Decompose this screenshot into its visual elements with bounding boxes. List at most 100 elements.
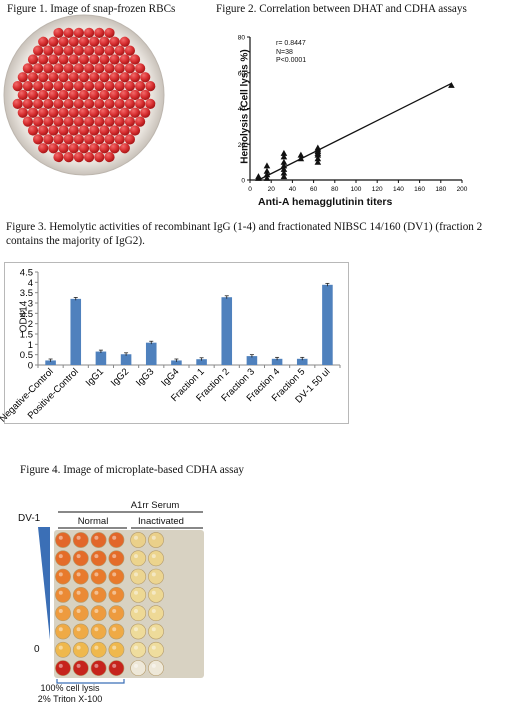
plate-well (55, 587, 71, 603)
rbc-bead (63, 98, 74, 109)
rbc-bead (33, 45, 44, 56)
plate-well-highlight (94, 572, 99, 577)
rbc-bead (99, 54, 110, 65)
plate-well (90, 587, 107, 603)
rbc-bead (63, 45, 74, 56)
rbc-bead (17, 72, 28, 83)
fig2-x-tick-label: 100 (351, 186, 362, 193)
fig2-data-point (297, 151, 305, 158)
plate-well (130, 568, 147, 585)
plate-well-highlight (58, 535, 63, 540)
rbc-bead (124, 98, 135, 109)
rbc-bead (27, 54, 39, 65)
plate-well-highlight (134, 554, 138, 559)
plate-well (148, 587, 164, 603)
plate-well (108, 550, 125, 567)
fig3-y-tick-label: 2.5 (20, 309, 33, 320)
rbc-bead (53, 27, 64, 38)
fig2-data-point (263, 162, 271, 169)
fig2-data-point (263, 167, 271, 174)
fig2-x-tick-label: 80 (331, 186, 339, 193)
rbc-bead (73, 27, 84, 38)
rbc-bead (124, 45, 135, 56)
rbc-bead (129, 107, 141, 118)
rbc-bead (99, 89, 110, 101)
rbc-bead (89, 72, 100, 83)
fig2-data-point (280, 158, 288, 165)
rbc-bead (135, 116, 146, 127)
fig4-lysis-label-2: 2% Triton X-100 (37, 694, 103, 704)
rbc-bead (124, 81, 135, 92)
plate-well-highlight (76, 627, 81, 632)
rbc-bead (68, 54, 79, 65)
plate-well-highlight (58, 590, 63, 595)
fig3-y-tick-label: 0 (28, 361, 33, 372)
rbc-bead (129, 72, 141, 83)
fig3-bar (45, 360, 56, 365)
rbc-bead (135, 63, 146, 74)
fig2-xlabel: Anti-A hemagglutinin titers (258, 196, 393, 208)
rbc-bead (129, 54, 141, 65)
rbc-bead (145, 81, 156, 92)
fig2-x-tick-label: 120 (372, 186, 383, 193)
rbc-bead (48, 143, 59, 154)
plate-well-highlight (58, 572, 63, 577)
rbc-bead (114, 81, 125, 92)
plate-well-highlight (76, 645, 81, 650)
rbc-bead (22, 116, 33, 127)
fig4-normal-label: Normal (77, 516, 109, 527)
rbc-bead (84, 152, 95, 163)
rbc-bead (43, 63, 54, 74)
fig3-chart-frame (4, 262, 349, 424)
rbc-bead (63, 81, 74, 92)
plate-well (55, 532, 71, 548)
plate-well (90, 532, 107, 548)
fig2-x-tick-label: 60 (310, 186, 318, 193)
rbc-bead (53, 63, 64, 74)
plate-well (130, 550, 147, 567)
rbc-bead (22, 63, 33, 74)
rbc-bead (58, 72, 69, 83)
rbc-bead (84, 116, 95, 127)
plate-well (90, 623, 107, 640)
fig3-y-tick-label: 0.5 (20, 350, 33, 361)
fig3-bar (95, 351, 107, 365)
rbc-bead (58, 125, 69, 136)
rbc-bead (68, 36, 79, 47)
rbc-bead (78, 125, 90, 136)
plate-well-highlight (76, 609, 81, 613)
rbc-bead (109, 89, 120, 101)
fig3-bar (196, 359, 207, 365)
rbc-bead (68, 72, 79, 83)
rbc-bead (109, 72, 120, 83)
plate-well (108, 587, 125, 603)
rbc-bead (78, 89, 90, 101)
fig4-dv1-label: DV-1 (18, 513, 41, 524)
fig2-data-point (280, 173, 288, 180)
rbc-bead (89, 36, 100, 47)
rbc-bead (114, 45, 125, 56)
rbc-bead (58, 54, 69, 65)
plate-well-highlight (134, 535, 138, 540)
plate-well-highlight (58, 663, 63, 668)
plate-well (72, 605, 89, 622)
rbc-bead (78, 72, 90, 83)
rbc-bead (94, 116, 105, 127)
fig3-caption: Figure 3. Hemolytic activities of recomb… (6, 221, 483, 247)
rbc-bead (104, 27, 115, 38)
rbc-bead (119, 125, 130, 136)
rbc-bead (53, 134, 64, 145)
rbc-bead (109, 54, 120, 65)
fig1-caption: Figure 1. Image of snap-frozen RBCs (7, 3, 176, 15)
plate-well (55, 623, 71, 640)
rbc-bead (99, 107, 110, 118)
plate-well (90, 605, 107, 622)
rbc-bead (22, 98, 33, 109)
fig2-caption: Figure 2. Correlation between DHAT and C… (216, 3, 467, 15)
rbc-bead (94, 152, 105, 163)
rbc-bead (53, 45, 64, 56)
plate-well-highlight (76, 590, 81, 595)
rbc-bead (109, 143, 120, 154)
rbc-bead (38, 36, 49, 47)
plate-well (72, 623, 89, 640)
